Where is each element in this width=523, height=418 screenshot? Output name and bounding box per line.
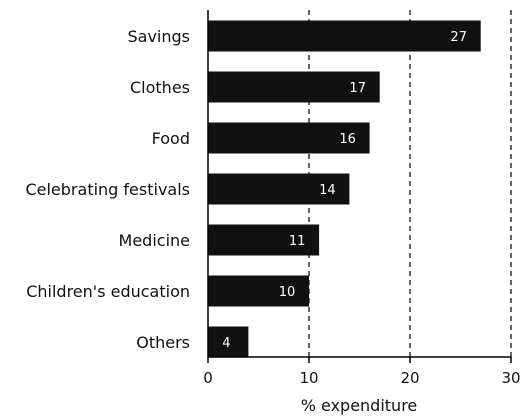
bar-value-label: 17 xyxy=(349,81,366,96)
bars: 27 17 16 14 11 10 4 xyxy=(208,20,481,358)
bar xyxy=(208,173,350,205)
category-label: Clothes xyxy=(130,78,190,97)
bar-value-label: 27 xyxy=(450,30,467,45)
category-label: Others xyxy=(136,333,190,352)
x-tick-label: 0 xyxy=(203,369,213,387)
x-tick-labels: 0 10 20 30 xyxy=(203,357,521,387)
x-axis-title: % expenditure xyxy=(301,396,418,415)
bar xyxy=(208,20,481,52)
category-label: Medicine xyxy=(119,231,190,250)
category-label: Children's education xyxy=(26,282,190,301)
category-label: Celebrating festivals xyxy=(25,180,190,199)
bar xyxy=(208,326,249,358)
x-tick-label: 20 xyxy=(400,369,419,387)
bar-value-label: 14 xyxy=(319,183,336,198)
bar xyxy=(208,275,309,307)
bar-value-label: 4 xyxy=(222,336,230,351)
category-labels: Savings Clothes Food Celebrating festivals M… xyxy=(25,27,190,352)
bar-value-label: 16 xyxy=(339,132,356,147)
x-tick-label: 10 xyxy=(299,369,318,387)
category-label: Food xyxy=(152,129,190,148)
bar xyxy=(208,224,320,256)
bar-value-label: 11 xyxy=(289,234,306,249)
bar xyxy=(208,71,380,103)
bar xyxy=(208,122,370,154)
bar-value-label: 10 xyxy=(279,285,296,300)
x-tick-label: 30 xyxy=(501,369,520,387)
category-label: Savings xyxy=(127,27,190,46)
axes xyxy=(207,10,511,358)
